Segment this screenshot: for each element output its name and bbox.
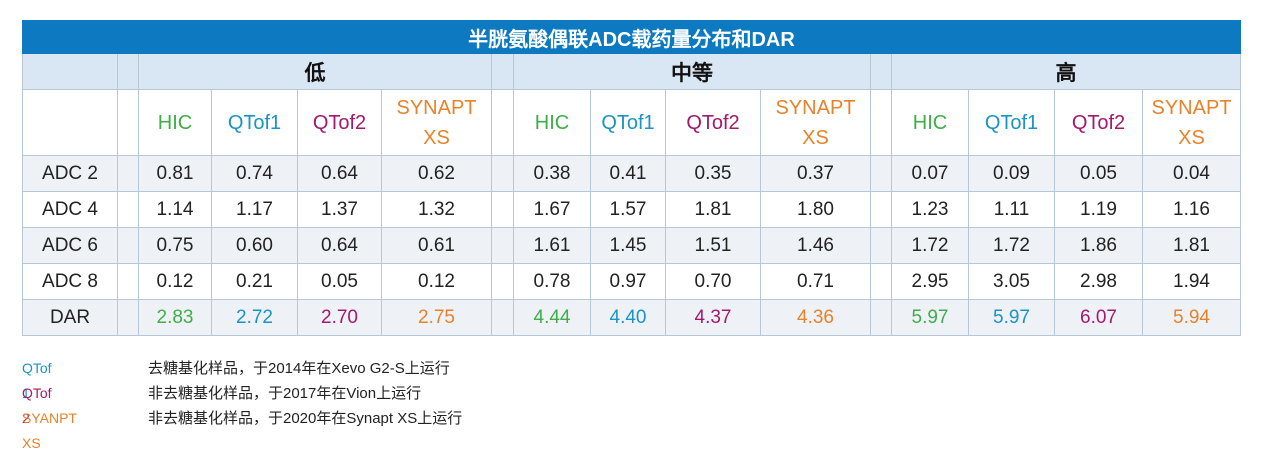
value-cell: 4.36	[760, 299, 871, 336]
row-label: ADC 6	[22, 227, 118, 264]
value-cell: 4.37	[665, 299, 761, 336]
value-cell: 2.95	[891, 263, 969, 300]
col-synapt: SYNAPT XS	[381, 89, 492, 156]
value-cell: 2.83	[138, 299, 212, 336]
value-cell: 0.12	[381, 263, 492, 300]
value-cell: 1.14	[138, 191, 212, 228]
row-label: ADC 8	[22, 263, 118, 300]
value-cell: 0.04	[1142, 155, 1241, 192]
row-label: ADC 4	[22, 191, 118, 228]
value-cell: 1.19	[1054, 191, 1143, 228]
value-cell: 1.23	[891, 191, 969, 228]
value-cell: 1.17	[211, 191, 298, 228]
table-title: 半胱氨酸偶联ADC载药量分布和DAR	[22, 20, 1241, 54]
value-cell: 4.44	[513, 299, 591, 336]
value-cell: 0.38	[513, 155, 591, 192]
value-cell: 0.75	[138, 227, 212, 264]
col-qtof2: QTof2	[665, 89, 761, 156]
row-label: DAR	[22, 299, 118, 336]
value-cell: 0.05	[1054, 155, 1143, 192]
value-cell: 5.97	[891, 299, 969, 336]
group-high: 高	[891, 53, 1241, 90]
value-cell: 1.81	[1142, 227, 1241, 264]
value-cell: 0.37	[760, 155, 871, 192]
value-cell: 1.67	[513, 191, 591, 228]
value-cell: 0.64	[297, 155, 382, 192]
value-cell: 0.07	[891, 155, 969, 192]
value-cell: 1.16	[1142, 191, 1241, 228]
table-row: ADC 6 0.75 0.60 0.64 0.61 1.61 1.45 1.51 1.46 1.7…	[22, 227, 1241, 264]
value-cell: 1.86	[1054, 227, 1143, 264]
col-hic: HIC	[138, 89, 212, 156]
value-cell: 1.72	[968, 227, 1055, 264]
col-hic: HIC	[513, 89, 591, 156]
footnote-key: QTof 1	[22, 360, 52, 401]
column-header-row: HIC QTof1 QTof2 SYNAPT XS HIC QTof1 QTof2…	[22, 89, 1241, 156]
group-medium: 中等	[513, 53, 871, 90]
table-row: DAR 2.83 2.72 2.70 2.75 4.44 4.40 4.37 4.36 5.97 5…	[22, 299, 1241, 336]
value-cell: 0.60	[211, 227, 298, 264]
value-cell: 0.81	[138, 155, 212, 192]
value-cell: 4.40	[590, 299, 666, 336]
value-cell: 1.57	[590, 191, 666, 228]
value-cell: 1.11	[968, 191, 1055, 228]
value-cell: 0.78	[513, 263, 591, 300]
value-cell: 1.80	[760, 191, 871, 228]
value-cell: 0.21	[211, 263, 298, 300]
table-row: ADC 8 0.12 0.21 0.05 0.12 0.78 0.97 0.70 0.71 2.9…	[22, 263, 1241, 300]
value-cell: 1.46	[760, 227, 871, 264]
col-hic: HIC	[891, 89, 969, 156]
table-row: ADC 2 0.81 0.74 0.64 0.62 0.38 0.41 0.35 0.37 0.0…	[22, 155, 1241, 192]
value-cell: 5.94	[1142, 299, 1241, 336]
value-cell: 1.45	[590, 227, 666, 264]
value-cell: 1.94	[1142, 263, 1241, 300]
col-qtof2: QTof2	[297, 89, 382, 156]
footnote-key: QTof 2	[22, 385, 52, 426]
value-cell: 1.61	[513, 227, 591, 264]
footnote-desc: 去糖基化样品，于2014年在Xevo G2-S上运行	[148, 360, 450, 377]
value-cell: 1.37	[297, 191, 382, 228]
group-low: 低	[138, 53, 492, 90]
value-cell: 2.98	[1054, 263, 1143, 300]
value-cell: 0.61	[381, 227, 492, 264]
value-cell: 1.81	[665, 191, 761, 228]
value-cell: 0.09	[968, 155, 1055, 192]
corner-cell	[22, 53, 118, 90]
col-qtof1: QTof1	[968, 89, 1055, 156]
value-cell: 0.64	[297, 227, 382, 264]
row-label: ADC 2	[22, 155, 118, 192]
footnote-desc: 非去糖基化样品，于2017年在Vion上运行	[148, 385, 422, 402]
value-cell: 0.70	[665, 263, 761, 300]
col-qtof1: QTof1	[211, 89, 298, 156]
value-cell: 1.32	[381, 191, 492, 228]
col-qtof1: QTof1	[590, 89, 666, 156]
value-cell: 0.71	[760, 263, 871, 300]
value-cell: 2.75	[381, 299, 492, 336]
value-cell: 0.12	[138, 263, 212, 300]
footnote-key: SYANPT XS	[22, 410, 77, 451]
col-synapt: SYNAPT XS	[1142, 89, 1241, 156]
value-cell: 0.62	[381, 155, 492, 192]
value-cell: 6.07	[1054, 299, 1143, 336]
value-cell: 2.70	[297, 299, 382, 336]
value-cell: 0.05	[297, 263, 382, 300]
value-cell: 0.74	[211, 155, 298, 192]
table-row: ADC 4 1.14 1.17 1.37 1.32 1.67 1.57 1.81 1.80 1.2…	[22, 191, 1241, 228]
value-cell: 0.97	[590, 263, 666, 300]
dar-table: 半胱氨酸偶联ADC载药量分布和DAR 低 中等 高 HIC QTof1 QTof…	[22, 20, 1241, 336]
value-cell: 1.72	[891, 227, 969, 264]
value-cell: 3.05	[968, 263, 1055, 300]
footnote-desc: 非去糖基化样品，于2020年在Synapt XS上运行	[148, 410, 463, 427]
value-cell: 1.51	[665, 227, 761, 264]
col-qtof2: QTof2	[1054, 89, 1143, 156]
value-cell: 0.41	[590, 155, 666, 192]
value-cell: 2.72	[211, 299, 298, 336]
col-synapt: SYNAPT XS	[760, 89, 871, 156]
value-cell: 0.35	[665, 155, 761, 192]
value-cell: 5.97	[968, 299, 1055, 336]
